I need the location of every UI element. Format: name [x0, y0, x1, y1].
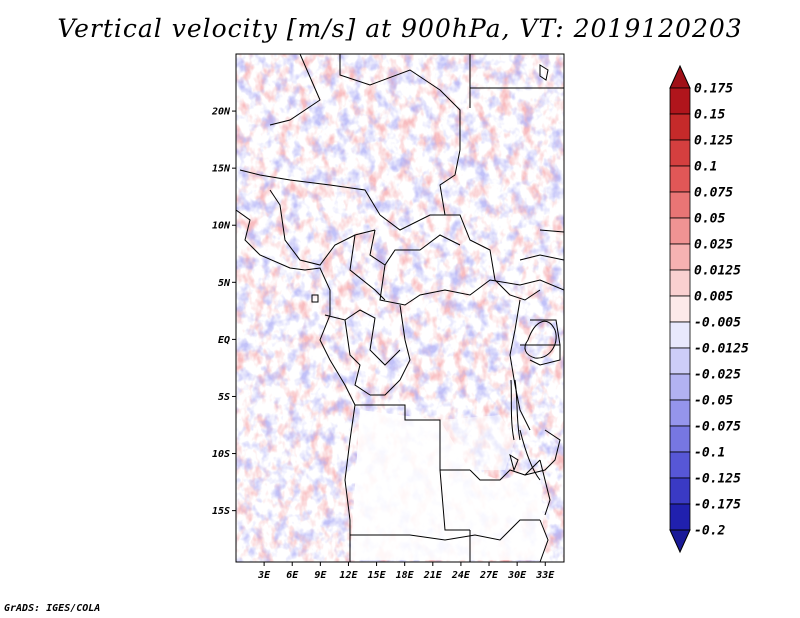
colorbar-label: 0.1	[694, 160, 717, 175]
colorbar-label: -0.05	[694, 394, 733, 409]
colorbar-segment	[669, 503, 691, 531]
colorbar-segment	[669, 347, 691, 375]
lat-tick-label: 5N	[218, 278, 231, 289]
colorbar-label: 0.15	[694, 108, 725, 123]
colorbar-label: 0.175	[694, 82, 733, 97]
colorbar-segment	[669, 373, 691, 401]
lon-tick-label: 21E	[423, 570, 443, 581]
colorbar-bottom-arrow	[669, 529, 691, 554]
lat-tick-label: EQ	[218, 335, 230, 346]
lon-tick-label: 24E	[451, 570, 471, 581]
lon-tick-label: 9E	[314, 570, 327, 581]
colorbar-label: 0.075	[694, 186, 733, 201]
colorbar-segment	[669, 165, 691, 193]
lon-tick-label: 27E	[479, 570, 499, 581]
colorbar-label: -0.175	[694, 498, 741, 513]
colorbar-label: -0.0125	[694, 342, 749, 357]
colorbar-segment	[669, 295, 691, 323]
colorbar-label: 0.005	[694, 290, 733, 305]
lon-tick-label: 33E	[535, 570, 555, 581]
colorbar-segment	[669, 217, 691, 245]
map-frame	[235, 53, 565, 563]
lon-tick-label: 15E	[368, 570, 387, 581]
lat-tick-label: 10N	[212, 221, 231, 232]
colorbar-segment	[669, 113, 691, 141]
lat-tick-label: 15N	[212, 164, 231, 175]
colorbar-segment	[669, 321, 691, 349]
colorbar-segment	[669, 191, 691, 219]
colorbar-segment	[669, 399, 691, 427]
country-borders	[236, 54, 564, 562]
colorbar-segment	[669, 451, 691, 479]
latitude-axis: 20N 15N 10N 5N EQ 5S 10S 15S	[211, 107, 236, 517]
colorbar-label: -0.025	[694, 368, 741, 383]
colorbar-segment	[669, 87, 691, 115]
lon-tick-label: 6E	[286, 570, 299, 581]
lon-tick-label: 3E	[257, 570, 271, 581]
colorbar-label: 0.05	[694, 212, 725, 227]
colorbar-segment	[669, 425, 691, 453]
colorbar-label: -0.2	[694, 524, 725, 539]
lon-tick-label: 18E	[396, 570, 415, 581]
colorbar: 0.175 0.15 0.125 0.1 0.075 0.05 0.025 0.0125 0.0…	[669, 64, 749, 554]
map-title: Vertical velocity [m/s] at 900hPa, VT: 2…	[57, 14, 743, 43]
colorbar-segment	[669, 269, 691, 297]
colorbar-label: 0.025	[694, 238, 733, 253]
lat-tick-label: 15S	[212, 506, 230, 517]
lat-tick-label: 20N	[211, 107, 231, 118]
longitude-axis: 3E 6E 9E 12E 15E 18E 21E 24E 27E 30E 33E	[257, 562, 555, 581]
colorbar-label: -0.125	[694, 472, 741, 487]
grads-credit: GrADS: IGES/COLA	[4, 603, 101, 614]
colorbar-label: -0.075	[694, 420, 741, 435]
colorbar-segment	[669, 477, 691, 505]
colorbar-label: 0.0125	[694, 264, 741, 279]
lon-tick-label: 30E	[507, 570, 527, 581]
lat-tick-label: 5S	[218, 392, 230, 403]
colorbar-top-arrow	[669, 64, 691, 89]
colorbar-segment	[669, 243, 691, 271]
lon-tick-label: 12E	[339, 570, 358, 581]
colorbar-label: -0.1	[694, 446, 725, 461]
lat-tick-label: 10S	[212, 449, 230, 460]
colorbar-label: 0.125	[694, 134, 733, 149]
colorbar-segment	[669, 139, 691, 167]
colorbar-label: -0.005	[694, 316, 741, 331]
